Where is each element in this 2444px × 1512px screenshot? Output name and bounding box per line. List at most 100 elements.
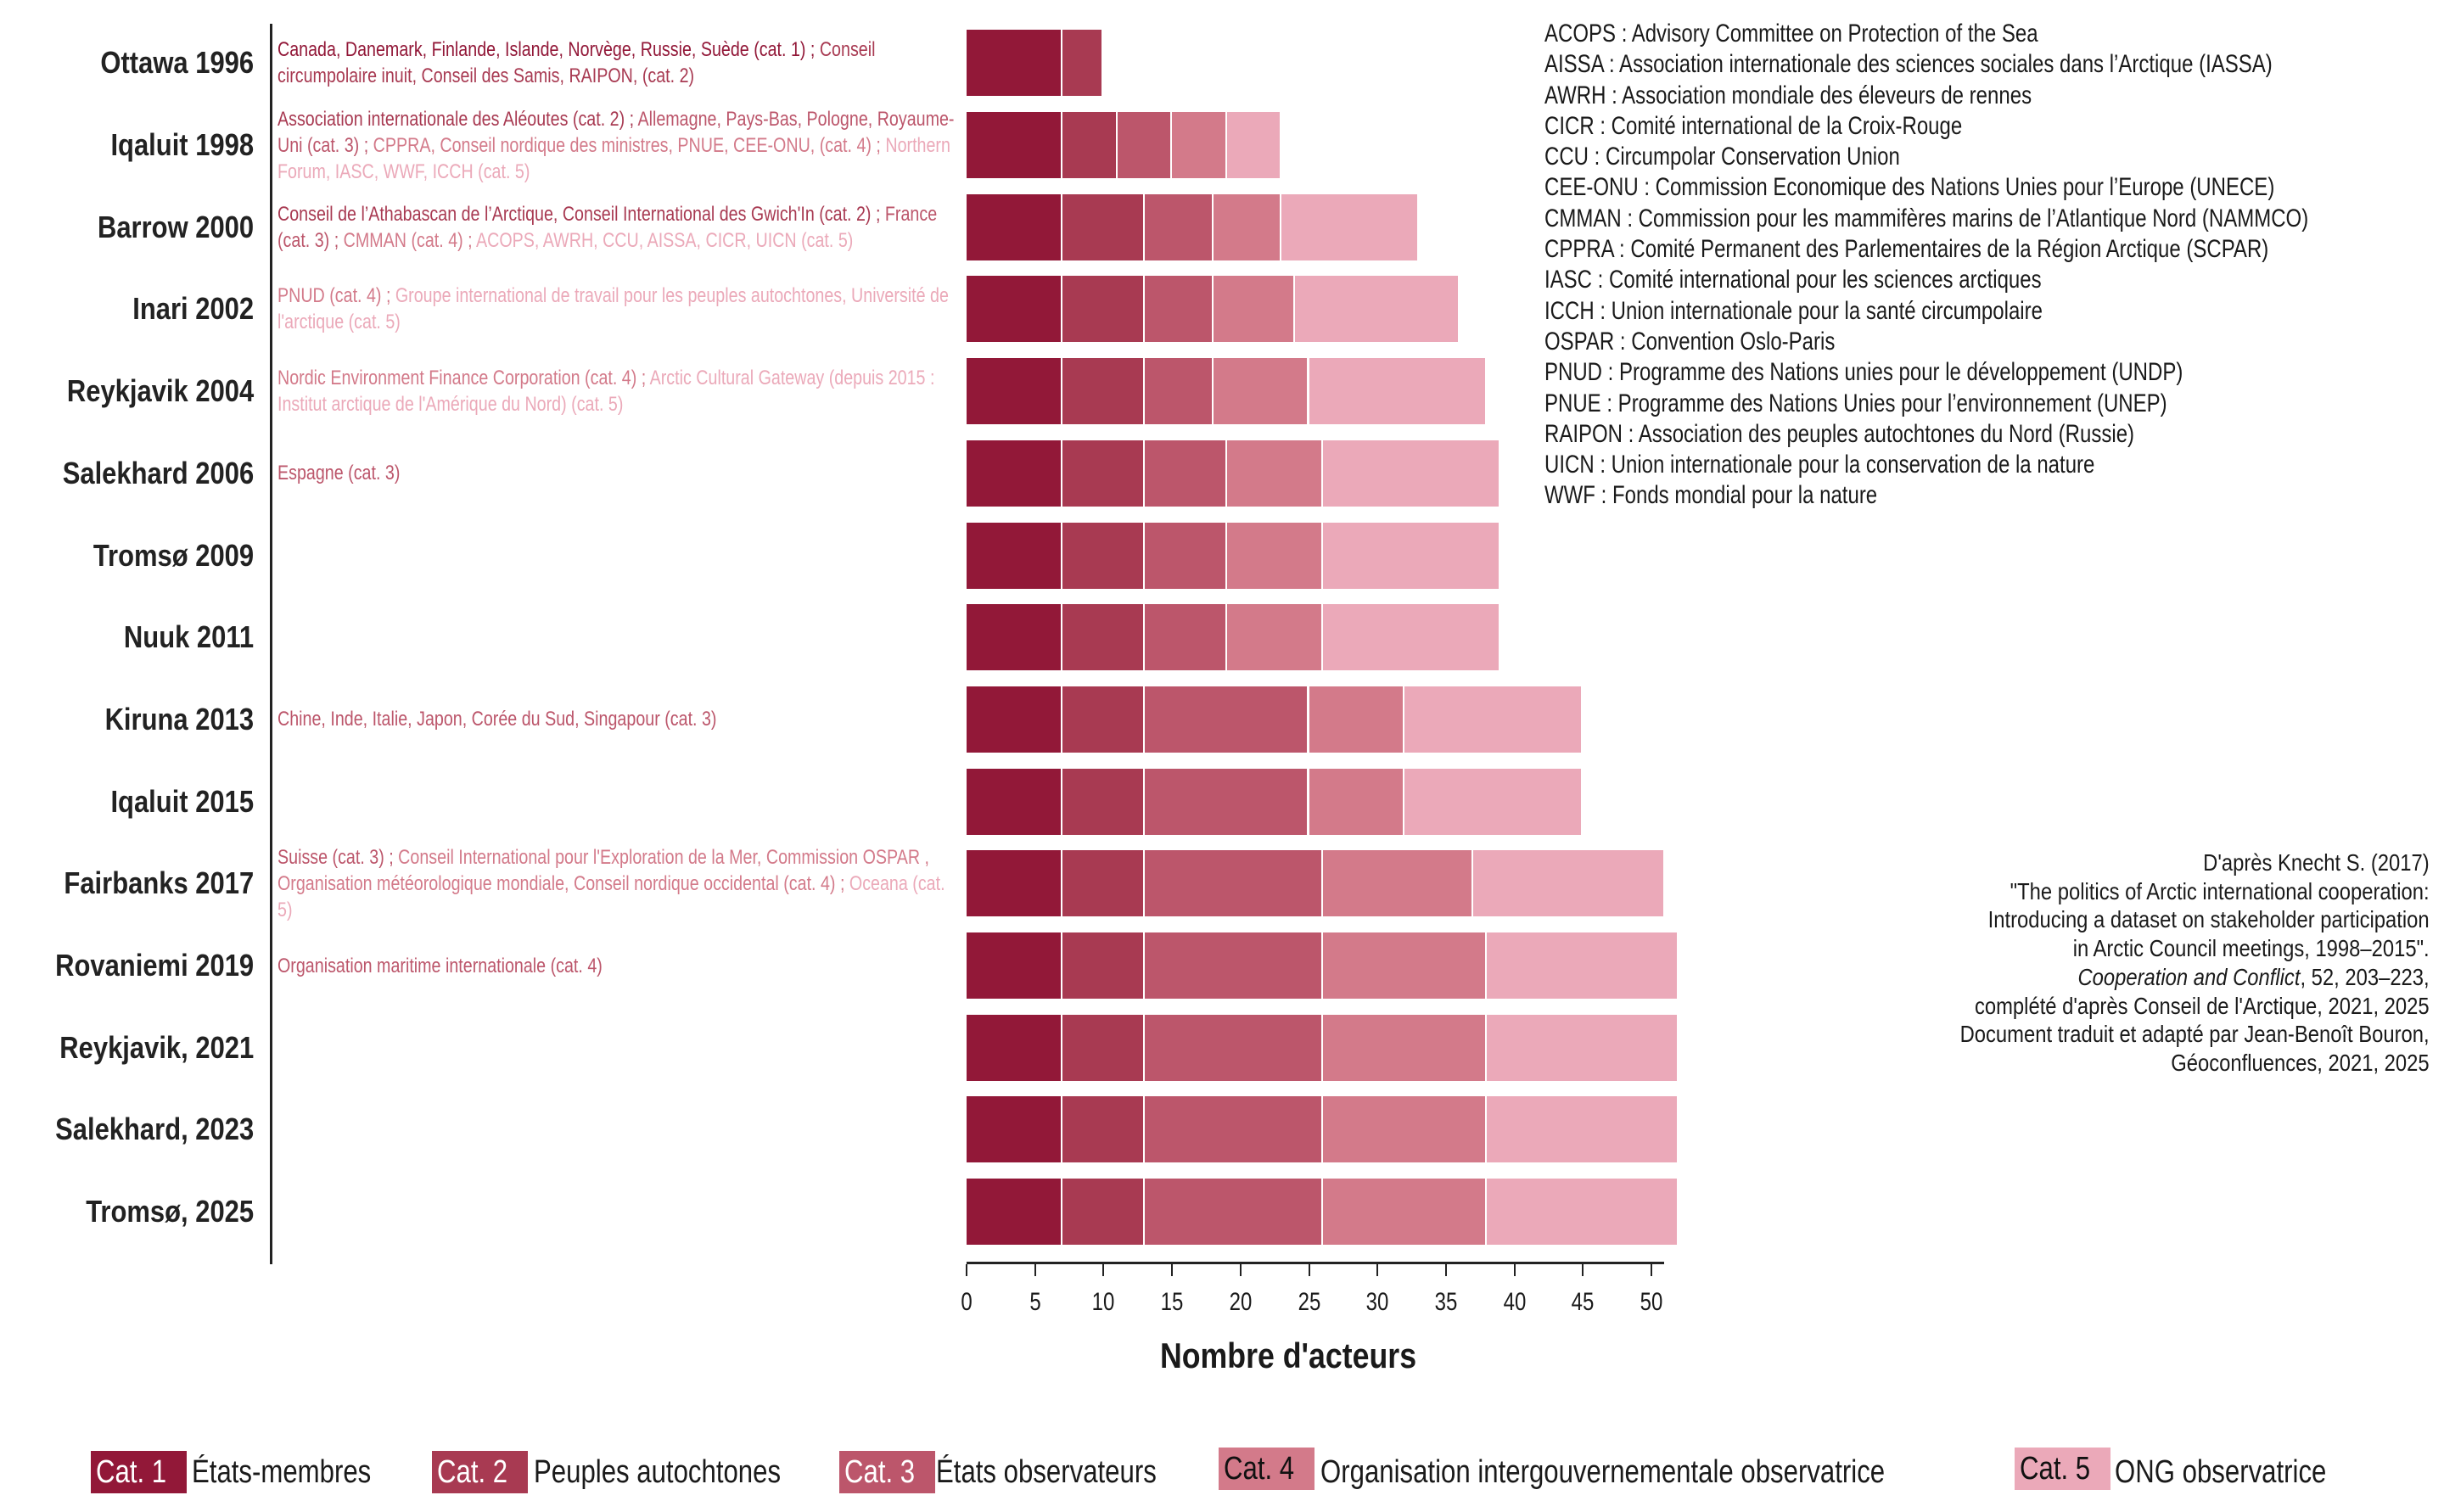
bar-segment-cat2 xyxy=(1062,1179,1143,1246)
bar-segment-cat5 xyxy=(1473,850,1664,917)
source-journal: Cooperation and Conflict xyxy=(2077,963,2301,990)
glossary-entry: IASC : Comité international pour les sci… xyxy=(1544,266,2042,294)
x-tick xyxy=(1102,1264,1105,1276)
bar-segment-cat5 xyxy=(1295,276,1459,343)
source-line: in Arctic Council meetings, 1998–2015". xyxy=(2073,935,2430,962)
x-tick-label: 50 xyxy=(1640,1288,1663,1316)
bar-segment-cat1 xyxy=(967,358,1061,425)
annotation-segment: Oceana (cat. 5) xyxy=(277,871,945,921)
source-line: D'après Knecht S. (2017) xyxy=(2203,849,2430,876)
annotation-segment: Conseil circumpolaire inuit, Conseil des… xyxy=(277,38,876,88)
row-label: Iqaluit 2015 xyxy=(110,783,254,819)
legend-label-cat4: Organisation intergouvernementale observ… xyxy=(1320,1454,1886,1490)
row-annotation: Espagne (cat. 3) xyxy=(277,460,960,486)
row-annotation: Association internationale des Aléoutes … xyxy=(277,106,960,185)
source-note: D'après Knecht S. (2017) "The politics o… xyxy=(1960,848,2430,1078)
bar-segment-cat3 xyxy=(1144,440,1225,507)
row-annotation: Canada, Danemark, Finlande, Islande, Nor… xyxy=(277,36,960,89)
bar-segment-cat3 xyxy=(1144,1014,1321,1081)
bar-segment-cat5 xyxy=(1226,112,1281,179)
bar-segment-cat2 xyxy=(1062,1096,1143,1163)
bar-segment-cat2 xyxy=(1062,850,1143,917)
bar-segment-cat4 xyxy=(1309,686,1404,753)
x-axis-line xyxy=(967,1262,1664,1264)
source-line: Document traduit et adapté par Jean-Beno… xyxy=(1959,1021,2430,1048)
x-tick xyxy=(966,1264,967,1276)
bar-segment-cat2 xyxy=(1062,522,1143,589)
bar-segment-cat5 xyxy=(1404,768,1582,835)
row-label: Reykjavik, 2021 xyxy=(59,1029,254,1065)
annotation-segment: CMMAN (cat. 4) ; xyxy=(343,228,477,252)
x-tick xyxy=(1034,1264,1036,1276)
glossary-entry: RAIPON : Association des peuples autocht… xyxy=(1544,419,2135,448)
x-tick xyxy=(1582,1264,1584,1276)
glossary-entry: WWF : Fonds mondial pour la nature xyxy=(1544,481,1878,510)
annotation-segment: CPPRA, Conseil nordique des ministres, P… xyxy=(373,133,886,157)
row-label: Inari 2002 xyxy=(132,291,254,327)
glossary-entry: CPPRA : Comité Permanent des Parlementai… xyxy=(1544,235,2269,264)
annotation-segment: Espagne (cat. 3) xyxy=(277,462,401,485)
bar-segment-cat5 xyxy=(1404,686,1582,753)
bar-segment-cat2 xyxy=(1062,932,1143,1000)
bar-segment-cat1 xyxy=(967,768,1061,835)
bar-segment-cat5 xyxy=(1322,522,1499,589)
bar-segment-cat3 xyxy=(1144,1179,1321,1246)
legend-label-cat2: Peuples autochtones xyxy=(534,1454,782,1490)
x-tick xyxy=(1239,1264,1242,1276)
x-tick xyxy=(1444,1264,1447,1276)
bar-segment-cat4 xyxy=(1226,522,1321,589)
bar-segment-cat3 xyxy=(1144,193,1212,260)
bar-segment-cat2 xyxy=(1062,440,1143,507)
bar-segment-cat3 xyxy=(1144,522,1225,589)
annotation-segment: Chine, Inde, Italie, Japon, Corée du Sud… xyxy=(277,708,717,731)
glossary-entry: CEE-ONU : Commission Economique des Nati… xyxy=(1544,173,2275,202)
bar-segment-cat2 xyxy=(1062,358,1143,425)
bar-segment-cat4 xyxy=(1309,768,1404,835)
annotation-segment: Arctic Cultural Gateway (depuis 2015 : I… xyxy=(277,367,935,417)
bar-segment-cat3 xyxy=(1144,358,1212,425)
annotation-segment: Groupe international de travail pour les… xyxy=(277,284,949,334)
bar-segment-cat4 xyxy=(1322,1179,1486,1246)
row-label: Barrow 2000 xyxy=(97,209,254,244)
glossary-entry: PNUD : Programme des Nations unies pour … xyxy=(1544,358,2183,387)
source-line: Introducing a dataset on stakeholder par… xyxy=(1988,906,2430,933)
legend-swatch-label: Cat. 4 xyxy=(1224,1451,1295,1487)
bar-segment-cat1 xyxy=(967,112,1061,179)
glossary-entry: UICN : Union internationale pour la cons… xyxy=(1544,451,2095,479)
legend-label-cat1: États-membres xyxy=(192,1454,372,1490)
x-tick-label: 25 xyxy=(1298,1288,1320,1316)
source-line: Cooperation and Conflict, 52, 203–223, xyxy=(1960,963,2430,992)
x-tick xyxy=(1513,1264,1516,1276)
bar-segment-cat2 xyxy=(1062,276,1143,343)
bar-segment-cat1 xyxy=(967,932,1061,1000)
annotation-segment: Canada, Danemark, Finlande, Islande, Nor… xyxy=(277,38,820,62)
bar-segment-cat4 xyxy=(1322,932,1486,1000)
row-label: Ottawa 1996 xyxy=(100,45,254,81)
legend-swatch-label: Cat. 3 xyxy=(844,1454,916,1490)
bar-segment-cat1 xyxy=(967,686,1061,753)
row-label: Fairbanks 2017 xyxy=(64,865,254,901)
row-label: Reykjavik 2004 xyxy=(66,373,254,409)
bar-segment-cat5 xyxy=(1487,1096,1678,1163)
row-annotation: Conseil de l’Athabascan de l’Arctique, C… xyxy=(277,201,960,254)
source-line: "The politics of Arctic international co… xyxy=(2010,877,2430,904)
annotation-segment: Suisse (cat. 3) ; xyxy=(277,845,399,869)
x-tick xyxy=(1171,1264,1174,1276)
row-annotation: Suisse (cat. 3) ; Conseil International … xyxy=(277,844,960,923)
row-label: Tromsø 2009 xyxy=(92,537,254,573)
row-label: Salekhard, 2023 xyxy=(54,1112,254,1147)
x-tick-label: 45 xyxy=(1571,1288,1595,1316)
bar-segment-cat3 xyxy=(1144,1096,1321,1163)
x-tick-label: 5 xyxy=(1029,1288,1041,1316)
bar-segment-cat3 xyxy=(1144,686,1308,753)
glossary: ACOPS : Advisory Committee on Protection… xyxy=(1544,19,2308,512)
bar-segment-cat4 xyxy=(1226,604,1321,671)
x-tick-label: 20 xyxy=(1229,1288,1253,1316)
bar-segment-cat5 xyxy=(1487,932,1678,1000)
glossary-entry: ICCH : Union internationale pour la sant… xyxy=(1544,296,2043,325)
x-tick-label: 15 xyxy=(1160,1288,1184,1316)
row-annotation: Nordic Environment Finance Corporation (… xyxy=(277,365,960,417)
annotation-segment: Association internationale des Aléoutes … xyxy=(277,107,638,131)
bar-segment-cat2 xyxy=(1062,768,1143,835)
bar-segment-cat2 xyxy=(1062,112,1116,179)
